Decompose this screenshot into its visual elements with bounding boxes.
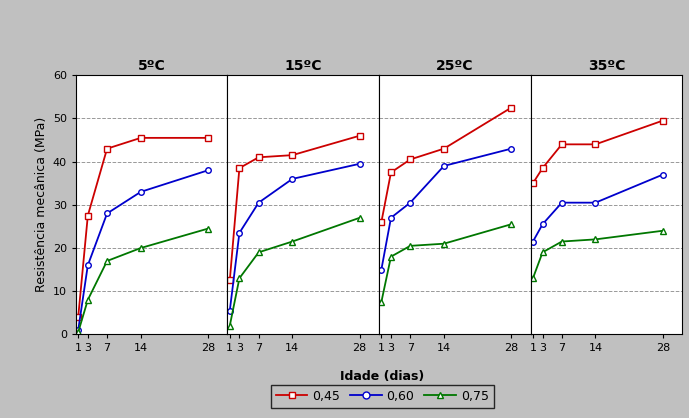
Title: 35ºC: 35ºC: [588, 59, 625, 73]
Title: 15ºC: 15ºC: [285, 59, 322, 73]
Legend: 0,45, 0,60, 0,75: 0,45, 0,60, 0,75: [271, 385, 493, 408]
Title: 5ºC: 5ºC: [138, 59, 165, 73]
Text: Idade (dias): Idade (dias): [340, 370, 424, 383]
Title: 25ºC: 25ºC: [436, 59, 473, 73]
Y-axis label: Resistência mecânica (MPa): Resistência mecânica (MPa): [35, 117, 48, 293]
